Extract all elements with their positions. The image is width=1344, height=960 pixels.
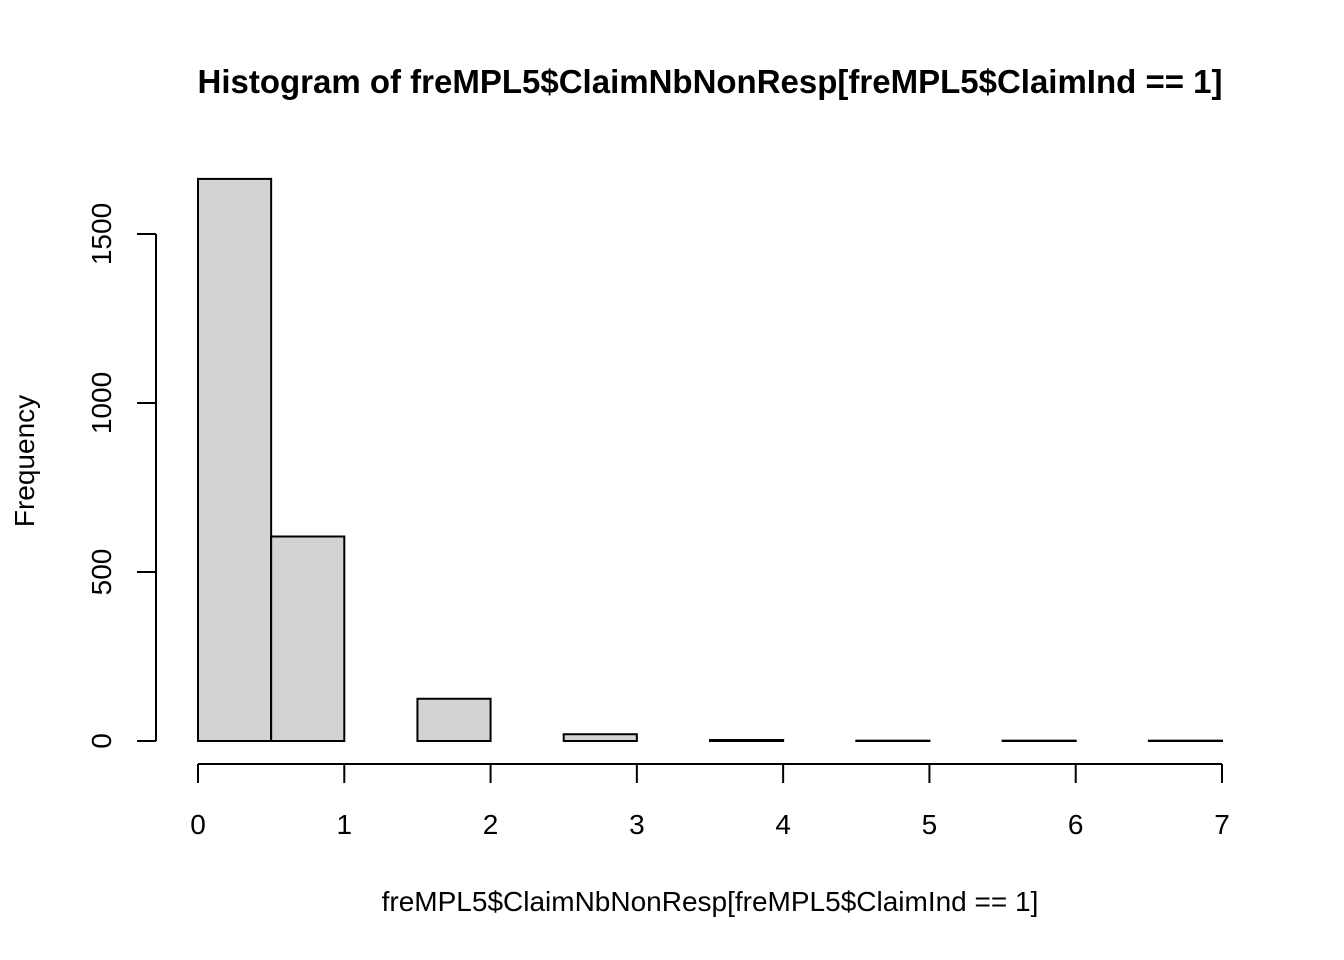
chart-title: Histogram of freMPL5$ClaimNbNonResp[freM… [197,63,1222,100]
y-tick-label-0: 0 [86,733,117,749]
histogram-bar-3 [416,697,492,742]
histogram-bar-7 [709,738,785,743]
x-tick-label-4: 4 [775,809,791,840]
y-tick-label-1: 500 [86,549,117,596]
x-tick-label-6: 6 [1068,809,1084,840]
y-axis-label: Frequency [9,395,40,527]
x-tick-label-0: 0 [190,809,206,840]
x-tick-label-7: 7 [1214,809,1230,840]
x-axis: 0 1 2 3 4 5 6 7 [190,763,1230,840]
x-tick-label-2: 2 [483,809,499,840]
histogram-bar-0 [197,177,273,742]
histogram-bar-1 [270,535,346,743]
x-tick-label-5: 5 [922,809,938,840]
y-tick-label-3: 1500 [86,203,117,265]
y-axis: 0 500 1000 1500 [86,203,157,749]
x-tick-label-1: 1 [336,809,352,840]
bars-group [197,177,1224,743]
histogram-bar-5 [562,733,638,742]
x-axis-label: freMPL5$ClaimNbNonResp[freMPL5$ClaimInd … [382,886,1039,917]
y-tick-label-2: 1000 [86,372,117,434]
x-tick-label-3: 3 [629,809,645,840]
